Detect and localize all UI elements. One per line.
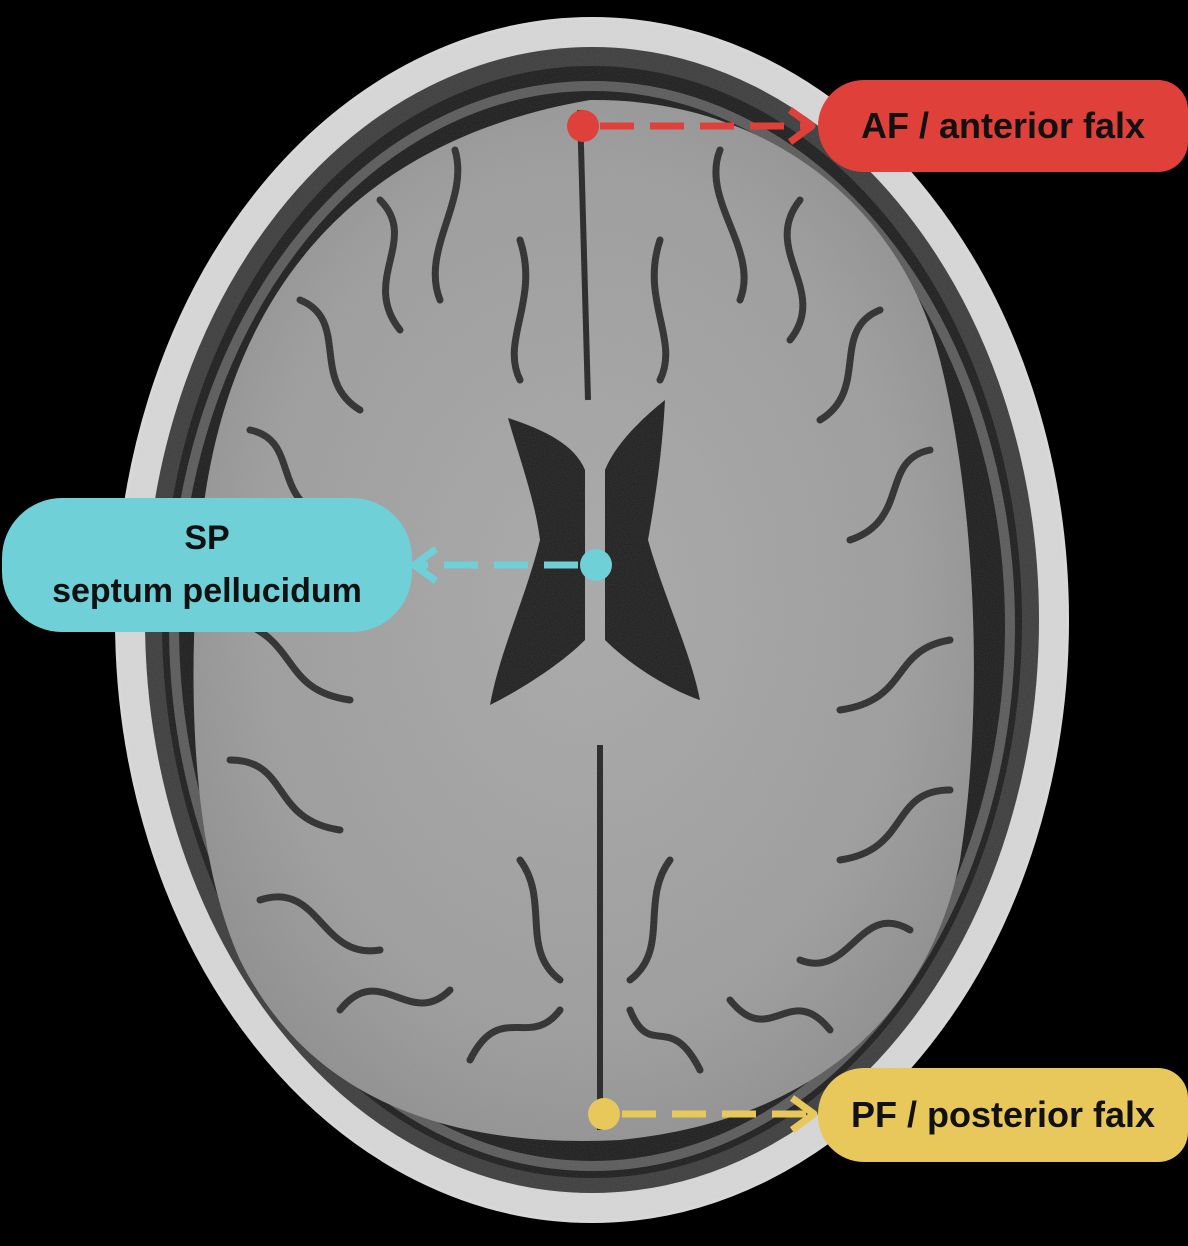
label-anterior-falx: AF / anterior falx [818,80,1188,172]
sp-pointer [410,546,612,584]
sp-arrowhead [410,546,439,584]
label-sp-fullname: septum pellucidum [52,572,362,610]
pf-pointer [588,1095,818,1133]
af-arrowhead [787,107,816,145]
af-pointer [567,107,816,145]
sp-marker-dot [580,549,612,581]
af-marker-dot [567,110,599,142]
label-septum-pellucidum: SP septum pellucidum [2,498,412,632]
label-af-text: AF / anterior falx [860,105,1146,147]
label-posterior-falx: PF / posterior falx [818,1068,1188,1162]
label-pf-text: PF / posterior falx [850,1094,1156,1136]
pf-marker-dot [588,1098,620,1130]
pf-arrowhead [789,1095,818,1133]
label-sp-abbrev: SP [184,519,230,558]
mri-grain-texture [118,20,1066,1220]
